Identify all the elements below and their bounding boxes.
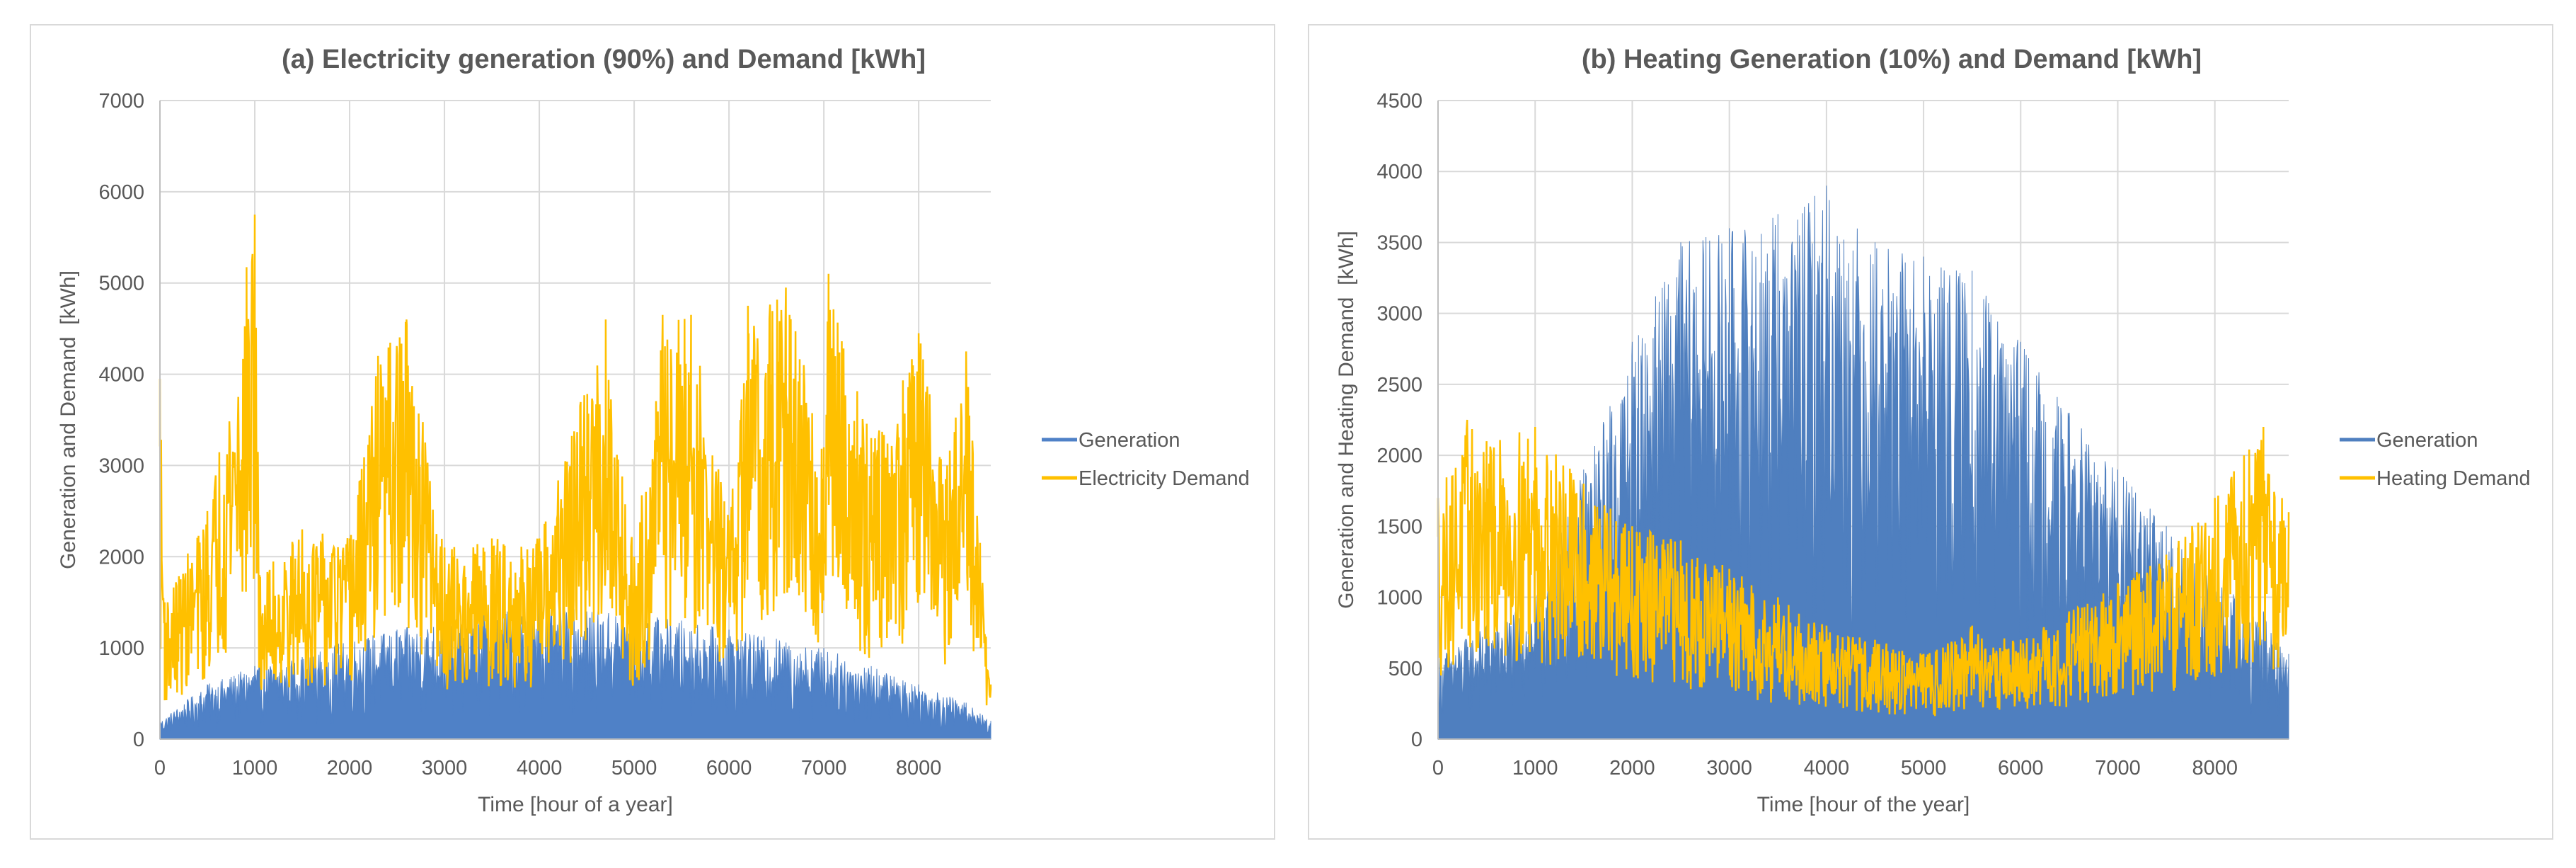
x-tick-label: 6000 <box>1998 757 2044 780</box>
y-tick-label: 500 <box>1388 658 1422 680</box>
legend-label: Generation <box>2376 429 2478 452</box>
heating-chart: (b) Heating Generation (10%) and Demand … <box>1335 45 2531 816</box>
y-tick-label: 5000 <box>98 273 144 295</box>
y-axis-title: Generation and Demand [kWh] <box>57 270 80 569</box>
legend-label: Generation <box>1079 429 1180 452</box>
y-tick-label: 1500 <box>1376 515 1422 538</box>
x-tick-label: 0 <box>1432 757 1444 780</box>
x-tick-label: 2000 <box>1609 757 1655 780</box>
y-tick-label: 4000 <box>98 364 144 387</box>
y-tick-label: 0 <box>1411 729 1422 751</box>
x-tick-label: 6000 <box>706 757 752 780</box>
x-tick-label: 3000 <box>422 757 468 780</box>
x-tick-label: 4000 <box>517 757 563 780</box>
x-tick-label: 1000 <box>1512 757 1558 780</box>
series-demand-line <box>159 215 992 706</box>
x-tick-label: 4000 <box>1804 757 1850 780</box>
series-demand-line <box>1437 419 2290 716</box>
legend-label: Heating Demand <box>2376 467 2531 490</box>
y-tick-label: 4000 <box>1376 161 1422 183</box>
x-tick-label: 5000 <box>1901 757 1947 780</box>
x-tick-label: 1000 <box>232 757 278 780</box>
y-axis-title: Generation and Heating Demand [kWh] <box>1335 231 1358 609</box>
chart-title: (a) Electricity generation (90%) and Dem… <box>282 45 926 74</box>
y-tick-label: 3000 <box>98 455 144 477</box>
y-tick-label: 1000 <box>1376 587 1422 610</box>
chart-panel-electricity: (a) Electricity generation (90%) and Dem… <box>30 24 1275 840</box>
electricity-chart: (a) Electricity generation (90%) and Dem… <box>57 45 1250 816</box>
y-tick-label: 1000 <box>98 637 144 660</box>
y-tick-label: 3500 <box>1376 232 1422 254</box>
y-tick-label: 6000 <box>98 181 144 204</box>
x-tick-label: 3000 <box>1706 757 1752 780</box>
x-axis-title: Time [hour of the year] <box>1757 793 1970 816</box>
x-tick-label: 5000 <box>611 757 657 780</box>
y-tick-label: 0 <box>133 729 144 751</box>
x-tick-label: 7000 <box>801 757 847 780</box>
x-tick-label: 8000 <box>896 757 942 780</box>
y-tick-label: 3000 <box>1376 303 1422 326</box>
x-tick-label: 2000 <box>327 757 373 780</box>
x-tick-label: 0 <box>154 757 166 780</box>
y-tick-label: 7000 <box>98 90 144 113</box>
legend-label: Electricity Demand <box>1079 467 1250 490</box>
x-tick-label: 8000 <box>2192 757 2238 780</box>
chart-title: (b) Heating Generation (10%) and Demand … <box>1582 45 2202 74</box>
y-tick-label: 2500 <box>1376 374 1422 396</box>
chart-panel-heating: (b) Heating Generation (10%) and Demand … <box>1308 24 2553 840</box>
series-generation-area <box>159 602 991 740</box>
y-tick-label: 4500 <box>1376 90 1422 113</box>
y-tick-label: 2000 <box>98 546 144 569</box>
x-axis-title: Time [hour of a year] <box>478 793 673 816</box>
y-tick-label: 2000 <box>1376 445 1422 467</box>
x-tick-label: 7000 <box>2095 757 2141 780</box>
